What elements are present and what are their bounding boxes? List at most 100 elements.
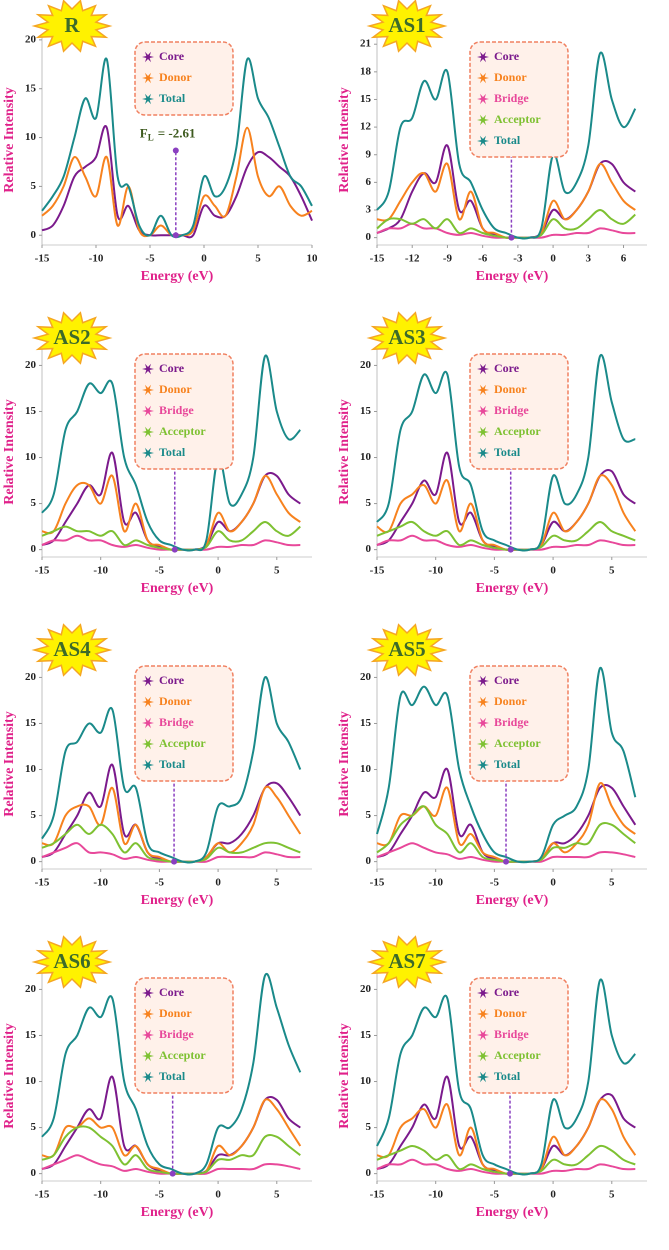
y-axis-label: Relative Intensity [2, 399, 17, 504]
x-tick-label: -10 [428, 1189, 443, 1201]
y-axis-label: Relative Intensity [337, 1023, 352, 1128]
fermi-dot [508, 234, 515, 241]
legend-marker [142, 717, 154, 729]
title-badge [31, 0, 113, 53]
y-tick-label: 0 [31, 543, 37, 555]
y-tick-label: 5 [31, 497, 37, 509]
x-tick-label: 5 [274, 565, 280, 577]
legend-box [134, 665, 234, 782]
series-line [376, 534, 636, 551]
fermi-dot [172, 232, 179, 239]
panel: 0 5 10 15 20 -15 -10 -5 0 5 Energy (eV) Relative In… [2, 935, 312, 1220]
y-tick-label: 15 [25, 82, 37, 94]
legend-label: Core [159, 49, 185, 63]
legend-marker [477, 1029, 489, 1041]
x-axis-label: Energy (eV) [141, 269, 214, 284]
legend-marker [477, 696, 489, 708]
y-tick-label: 10 [25, 763, 37, 775]
y-tick-label: 3 [366, 204, 372, 216]
y-tick-label: 0 [31, 229, 37, 241]
legend-marker [142, 51, 154, 63]
x-tick-label: -15 [35, 253, 50, 265]
legend-label: Acceptor [159, 736, 206, 750]
legend-label: Acceptor [494, 736, 541, 750]
legend-marker [477, 72, 489, 84]
x-tick-label: 0 [215, 877, 221, 889]
y-tick-label: 15 [360, 717, 372, 729]
fermi-subscript: L [148, 133, 154, 143]
y-tick-label: 0 [366, 855, 372, 867]
series-line [376, 520, 636, 551]
series-line [376, 1098, 637, 1175]
legend-marker [477, 1071, 489, 1083]
x-tick-label: -5 [155, 877, 165, 889]
x-tick-label: -10 [428, 565, 443, 577]
x-tick-label: -15 [370, 565, 385, 577]
y-tick-label: 20 [360, 983, 372, 995]
legend-label: Total [494, 445, 521, 459]
legend-box [134, 353, 234, 470]
series-line [41, 126, 313, 238]
legend-marker [477, 447, 489, 459]
legend-box [134, 977, 234, 1094]
legend-label: Bridge [494, 403, 529, 417]
legend-marker [477, 405, 489, 417]
y-tick-label: 15 [360, 93, 372, 105]
y-tick-label: 20 [360, 359, 372, 371]
panel: 0 5 10 15 20 -15 -10 -5 0 5 Energy (eV) Relative In… [2, 311, 312, 596]
legend-marker [477, 93, 489, 105]
legend-marker [142, 1050, 154, 1062]
y-tick-label: 10 [25, 451, 37, 463]
y-tick-label: 5 [31, 809, 37, 821]
series-line [41, 1098, 302, 1175]
panel-title: AS1 [388, 13, 425, 37]
series-line [41, 520, 301, 551]
y-tick-label: 20 [25, 983, 37, 995]
legend-marker [477, 759, 489, 771]
x-tick-label: 5 [609, 1189, 615, 1201]
y-tick-label: 20 [25, 33, 37, 45]
panel-title: AS4 [53, 637, 91, 661]
series-line [376, 474, 637, 551]
legend-label: Total [159, 445, 186, 459]
y-tick-label: 0 [31, 1167, 37, 1179]
legend-marker [142, 405, 154, 417]
title-badge [366, 311, 448, 365]
legend-marker [477, 135, 489, 147]
title-badge [31, 623, 113, 677]
panel: 0 5 10 15 20 -15 -10 -5 0 5 Energy (eV) Relative In… [337, 935, 647, 1220]
fermi-dot [169, 1170, 176, 1177]
series-line [41, 972, 302, 1176]
y-tick-label: 6 [366, 176, 372, 188]
legend-marker [477, 1008, 489, 1020]
x-tick-label: 0 [550, 253, 556, 265]
series-line [41, 842, 301, 863]
x-axis-label: Energy (eV) [141, 1205, 214, 1220]
legend-marker [477, 426, 489, 438]
panel-title: AS2 [53, 325, 90, 349]
x-tick-label: 3 [586, 253, 592, 265]
x-tick-label: 5 [274, 1189, 280, 1201]
x-axis-label: Energy (eV) [476, 581, 549, 596]
legend-marker [477, 1050, 489, 1062]
legend-marker [477, 384, 489, 396]
series-line [376, 978, 637, 1176]
legend-label: Core [494, 985, 520, 999]
y-tick-label: 21 [360, 38, 371, 50]
x-tick-label: -12 [405, 253, 420, 265]
y-axis-label: Relative Intensity [2, 87, 17, 192]
x-tick-label: -10 [93, 877, 108, 889]
y-axis-label: Relative Intensity [2, 1023, 17, 1128]
y-tick-label: 15 [360, 405, 372, 417]
x-tick-label: 0 [550, 877, 556, 889]
y-tick-label: 5 [366, 497, 372, 509]
x-tick-label: -10 [428, 877, 443, 889]
legend-label: Core [494, 673, 520, 687]
x-tick-label: -5 [490, 1189, 500, 1201]
panel-title: AS7 [388, 949, 425, 973]
legend-marker [142, 759, 154, 771]
x-tick-label: -5 [490, 565, 500, 577]
legend-marker [477, 114, 489, 126]
legend-marker [142, 1029, 154, 1041]
